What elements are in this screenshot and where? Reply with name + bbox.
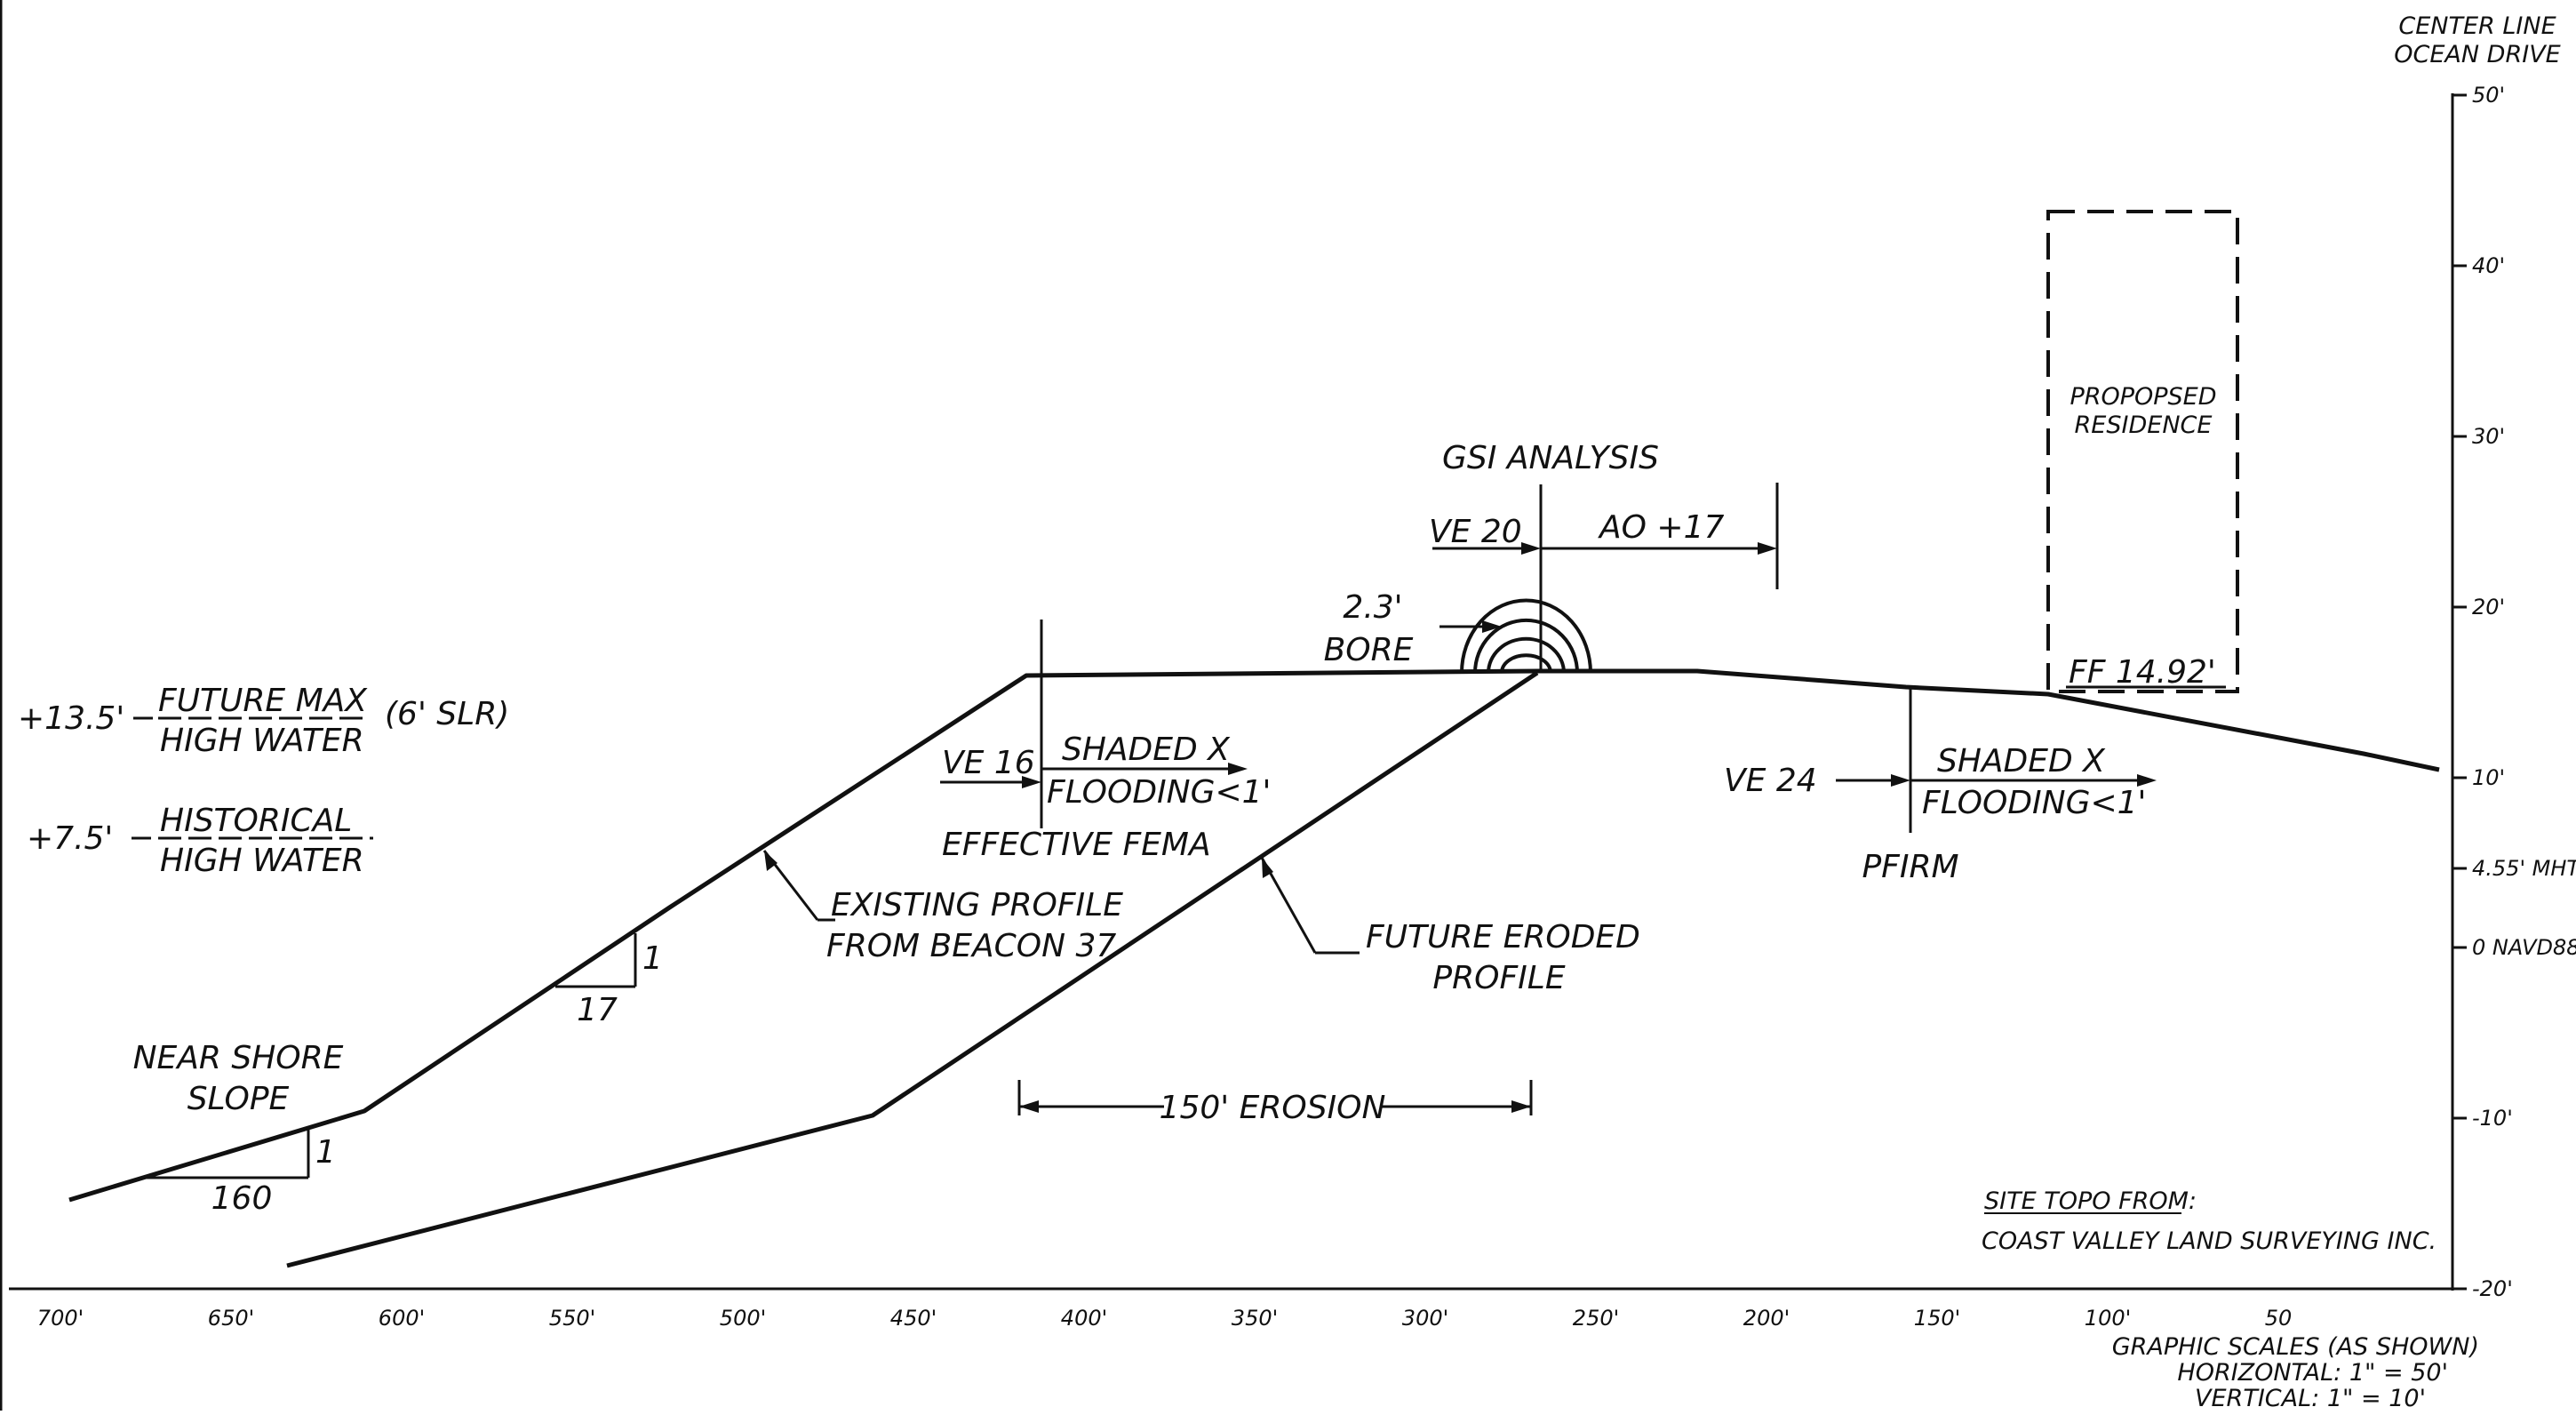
pfirm-label: PFIRM	[1862, 849, 1958, 885]
fema-shaded-x-label: SHADED X	[1062, 731, 1231, 768]
future-eroded-profile-line	[286, 670, 1539, 1268]
x-tick-label: 250'	[1573, 1306, 1619, 1331]
future-eroded-callout	[1260, 857, 1360, 955]
surveyor-label: COAST VALLEY LAND SURVEYING INC.	[1982, 1227, 2436, 1255]
ve24-arrowhead	[1891, 774, 1910, 787]
bore-depth-label: 2.3'	[1343, 589, 1402, 626]
ao17-arrowhead	[1758, 542, 1777, 555]
x-tick-label: 350'	[1232, 1306, 1278, 1331]
future-eroded-label-line1: FUTURE ERODED	[1366, 919, 1640, 955]
future-eroded-label-line2: PROFILE	[1432, 960, 1565, 996]
x-tick-label: 150'	[1914, 1306, 1960, 1331]
existing-profile-label-line1: EXISTING PROFILE	[831, 887, 1123, 923]
bore-arrowhead	[1482, 620, 1502, 633]
pfirm-shaded-x-label: SHADED X	[1937, 743, 2106, 779]
y-tick-label: 30'	[2472, 424, 2505, 449]
historical-line2: HIGH WATER	[160, 843, 364, 879]
site-topo-label: SITE TOPO FROM:	[1984, 1187, 2197, 1215]
pfirm-shaded-arrowhead	[2137, 774, 2157, 787]
x-tick-label: 50	[2265, 1306, 2293, 1331]
ocean-drive-label: OCEAN DRIVE	[2394, 41, 2560, 68]
slope-triangle-160	[147, 1126, 310, 1179]
vertical-axis: 50' 40' 30' 20' 10' 4.55' MHT 0 NAVD88 -…	[2451, 83, 2576, 1301]
ve20-arrowhead	[1521, 542, 1541, 555]
bore-label: BORE	[1324, 632, 1414, 668]
future-max-line2: HIGH WATER	[160, 723, 364, 759]
horizontal-axis: 700' 650' 600' 550' 500' 450' 400' 350' …	[37, 1306, 2292, 1331]
scale-note-line1: GRAPHIC SCALES (AS SHOWN)	[2112, 1333, 2479, 1361]
historical-value: +7.5'	[27, 820, 113, 857]
ve16-arrowhead	[1022, 776, 1041, 788]
slope-run-160: 160	[211, 1180, 273, 1217]
y-tick-label: 20'	[2472, 595, 2505, 620]
effective-fema-label: EFFECTIVE FEMA	[942, 827, 1211, 863]
future-max-note: (6' SLR)	[385, 696, 509, 732]
gsi-analysis-label: GSI ANALYSIS	[1442, 440, 1659, 476]
x-tick-label: 700'	[37, 1306, 84, 1331]
y-tick-label: 0 NAVD88	[2472, 935, 2576, 960]
y-tick-label: -20'	[2472, 1276, 2513, 1301]
y-tick-label: 50'	[2472, 83, 2505, 108]
slope-rise-1: 1	[642, 940, 663, 977]
future-max-line1: FUTURE MAX	[158, 683, 368, 719]
x-tick-label: 550'	[549, 1306, 595, 1331]
x-tick-label: 450'	[890, 1306, 937, 1331]
y-tick-label: -10'	[2472, 1106, 2513, 1131]
fema-shaded-arrowhead	[1228, 763, 1248, 775]
near-shore-label-line1: NEAR SHORE	[133, 1040, 344, 1076]
residence-label-line1: PROPOPSED	[2070, 383, 2216, 411]
historical-line1: HISTORICAL	[160, 803, 352, 839]
slope-run-17: 17	[577, 992, 618, 1028]
fema-flooding-label: FLOODING<1'	[1047, 774, 1271, 811]
x-tick-label: 600'	[379, 1306, 425, 1331]
x-tick-label: 300'	[1402, 1306, 1448, 1331]
y-tick-label: 40'	[2472, 253, 2505, 278]
scale-note-line3: VERTICAL: 1" = 10'	[2195, 1385, 2426, 1411]
ao17-label: AO +17	[1598, 509, 1724, 546]
center-line-label: CENTER LINE	[2398, 12, 2556, 40]
ff-elevation-label: FF 14.92'	[2069, 654, 2216, 691]
future-max-value: +13.5'	[18, 700, 124, 737]
ve24-label: VE 24	[1724, 763, 1817, 799]
slope-rise-1-nearshore: 1	[315, 1134, 336, 1171]
ve20-label: VE 20	[1429, 514, 1522, 550]
scale-note-line2: HORIZONTAL: 1" = 50'	[2177, 1359, 2448, 1387]
x-tick-label: 500'	[720, 1306, 766, 1331]
x-tick-label: 400'	[1061, 1306, 1107, 1331]
existing-profile-callout	[762, 850, 835, 922]
slope-triangle-17	[555, 933, 637, 988]
proposed-residence-outline	[2046, 210, 2239, 693]
y-tick-label: 4.55' MHT	[2472, 856, 2576, 881]
erosion-dimension	[1017, 1080, 1533, 1115]
existing-profile-line	[68, 668, 2440, 1203]
x-tick-label: 100'	[2085, 1306, 2131, 1331]
x-tick-label: 200'	[1743, 1306, 1790, 1331]
existing-profile-label-line2: FROM BEACON 37	[826, 928, 1116, 964]
residence-label-line2: RESIDENCE	[2075, 412, 2213, 439]
y-tick-label: 10'	[2472, 765, 2505, 790]
erosion-label: 150' EROSION	[1160, 1090, 1386, 1126]
x-tick-label: 650'	[208, 1306, 254, 1331]
pfirm-flooding-label: FLOODING<1'	[1922, 785, 2146, 821]
bore-symbol	[1460, 598, 1592, 674]
ve16-label: VE 16	[942, 745, 1035, 781]
near-shore-label-line2: SLOPE	[187, 1081, 290, 1117]
